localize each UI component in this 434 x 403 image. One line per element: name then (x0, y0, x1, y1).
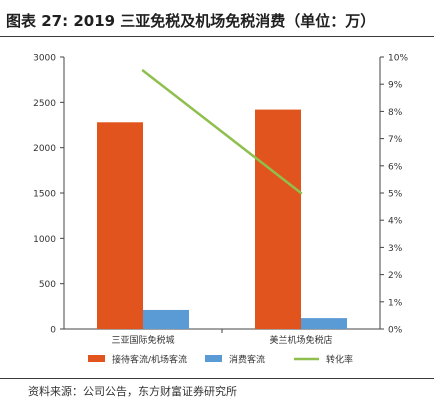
chart-area: 0 500 1000 1500 2000 2500 3000 0% 1% 2% 3% 4% 5% 6% 7%… (0, 40, 434, 370)
bar-reception-traffic (97, 122, 143, 329)
legend-reception-traffic-label: 接待客流/机场客流 (112, 354, 187, 366)
right-y-tick-label: 4% (388, 217, 403, 227)
bar-consumer-traffic (301, 318, 347, 329)
bar-reception-traffic (255, 109, 301, 329)
right-y-tick-label: 0% (388, 326, 403, 336)
x-category-label: 三亚国际免税城 (111, 334, 174, 346)
left-y-tick-label: 2500 (33, 99, 56, 109)
legend-consumer-traffic-label: 消费客流 (229, 354, 265, 366)
left-y-tick-label: 1000 (33, 235, 56, 245)
bar-consumer-traffic (143, 309, 189, 329)
x-category-label: 美兰机场免税店 (269, 334, 332, 346)
right-y-tick-label: 1% (388, 298, 403, 308)
conversion-rate-line (141, 69, 303, 195)
right-y-tick-label: 2% (388, 271, 403, 281)
right-y-tick-label: 5% (388, 190, 403, 200)
right-y-tick-label: 10% (388, 54, 408, 64)
right-y-tick-label: 9% (388, 81, 403, 91)
right-y-tick-label: 6% (388, 162, 403, 172)
source-note: 资料来源：公司公告，东方财富证券研究所 (28, 385, 237, 398)
legend-consumer-traffic-swatch (205, 355, 222, 362)
left-y-tick-label: 3000 (33, 54, 56, 64)
legend-reception-traffic-swatch (88, 355, 105, 362)
left-y-tick-label: 1500 (33, 190, 56, 200)
right-y-tick-label: 3% (388, 244, 403, 254)
source-divider (0, 378, 434, 379)
title-divider (0, 36, 434, 37)
left-y-tick-label: 500 (39, 280, 56, 290)
right-y-tick-label: 7% (388, 135, 403, 145)
chart-title: 图表 27: 2019 三亚免税及机场免税消费（单位：万） (6, 12, 376, 30)
right-y-tick-label: 8% (388, 108, 403, 118)
legend-conversion-rate-label: 转化率 (326, 354, 353, 366)
left-y-tick-label: 2000 (33, 144, 56, 154)
left-y-tick-label: 0 (50, 326, 56, 336)
chart-svg: 0 500 1000 1500 2000 2500 3000 0% 1% 2% 3% 4% 5% 6% 7%… (33, 54, 408, 366)
